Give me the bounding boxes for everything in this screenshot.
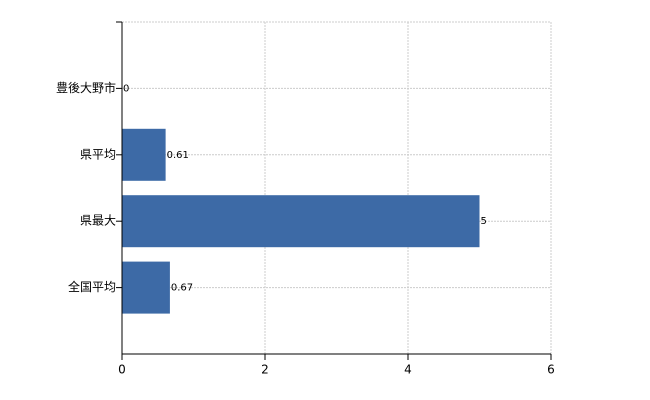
y-tick-label: 県平均 xyxy=(80,147,116,161)
x-tick-label: 4 xyxy=(404,363,412,377)
bar xyxy=(122,261,170,314)
value-label: 5 xyxy=(481,216,487,227)
value-label: 0.67 xyxy=(171,283,193,294)
bar xyxy=(122,128,166,181)
x-tick-label: 0 xyxy=(118,363,126,377)
y-tick-label: 豊後大野市 xyxy=(56,80,116,95)
value-label: 0 xyxy=(123,83,129,94)
x-tick-label: 2 xyxy=(261,363,269,377)
bar xyxy=(122,195,480,248)
y-tick-label: 県最大 xyxy=(80,214,116,228)
x-tick-label: 6 xyxy=(547,363,555,377)
value-label: 0.61 xyxy=(167,150,189,161)
y-tick-label: 全国平均 xyxy=(68,279,116,294)
